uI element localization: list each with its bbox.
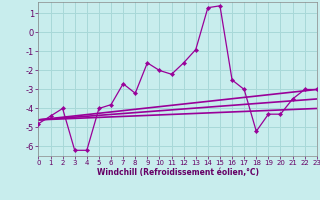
X-axis label: Windchill (Refroidissement éolien,°C): Windchill (Refroidissement éolien,°C) <box>97 168 259 177</box>
